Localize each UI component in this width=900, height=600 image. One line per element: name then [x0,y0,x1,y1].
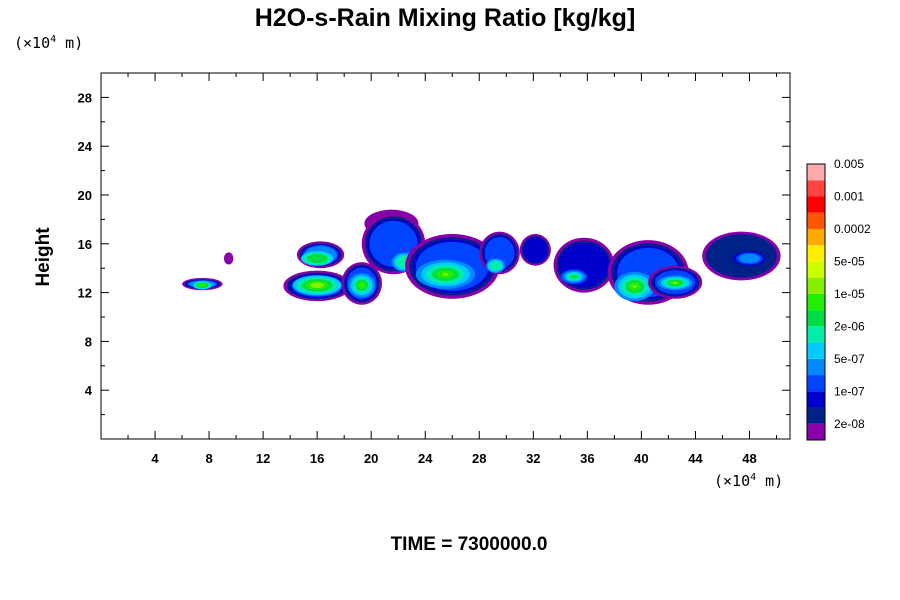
x-axis-units: (×104 m) [714,472,783,490]
colorbar-label: 0.0002 [834,222,871,236]
cell-core-contour [739,253,760,264]
colorbar-swatch [807,261,825,278]
y-tick-label: 24 [78,139,93,154]
cell-core-contour [197,283,207,288]
y-tick-label: 20 [78,188,92,203]
x-tick-label: 20 [364,451,378,466]
x-tick-label: 48 [742,451,756,466]
colorbar: 2e-08 1e-07 5e-07 2e-06 1e-05 5e-05 0.0002 0.00… [806,157,871,441]
colorbar-swatch [807,180,825,197]
y-axis-label: Height [33,227,54,287]
cell-core-contour [489,261,502,271]
cell-core-contour [306,253,328,264]
y-axis: 4 8 12 16 20 24 28 [78,72,790,416]
cell-core-contour [442,272,449,276]
x-tick-label: 40 [634,451,648,466]
colorbar-label: 0.005 [834,157,864,171]
rain-cell-11 [553,237,615,293]
colorbar-swatch [807,326,825,343]
x-tick-label: 16 [310,451,324,466]
colorbar-swatch [807,407,825,424]
colorbar-swatch [807,245,825,262]
rain-cell-13 [648,265,703,299]
cell-core-contour [673,281,677,284]
x-tick-label: 12 [256,451,270,466]
x-tick-label: 44 [688,451,703,466]
colorbar-swatch [807,375,825,392]
colorbar-swatch [807,310,825,327]
rain-cell-4 [283,270,351,302]
colorbar-swatch [807,358,825,376]
colorbar-swatch [807,164,825,181]
rain-cell-8 [404,234,500,299]
chart-title: H2O-s-Rain Mixing Ratio [kg/kg] [255,4,636,32]
rain-cell-9 [479,231,520,275]
rain-cell-3 [296,241,345,269]
colorbar-label: 0.001 [834,189,864,203]
cell-core-contour [310,282,324,289]
colorbar-swatch [807,212,825,229]
cell-core-contour [357,281,366,289]
x-tick-label: 32 [526,451,540,466]
colorbar-label: 1e-05 [834,287,865,301]
x-axis: 4 8 12 16 20 24 28 32 36 40 44 48 [127,73,777,466]
y-tick-label: 8 [85,334,92,349]
colorbar-label: 1e-07 [834,384,865,398]
x-tick-label: 4 [151,451,159,466]
cell-contour [522,237,548,263]
cell-core-contour [632,285,637,288]
cell-contour [223,252,234,265]
colorbar-swatch [807,423,825,440]
colorbar-swatch [807,277,825,294]
colorbar-swatch [807,342,825,359]
rain-cell-14 [702,231,781,281]
y-tick-label: 12 [78,286,92,301]
cell-core-contour [570,274,578,279]
plot-frame [100,72,791,440]
colorbar-label: 2e-08 [834,417,865,431]
y-tick-label: 28 [78,90,92,105]
rain-cell-5 [341,262,383,305]
colorbar-label: 2e-06 [834,319,865,333]
y-tick-label: 4 [85,383,93,398]
y-tick-label: 16 [78,237,92,252]
rain-cell-2 [223,252,234,265]
x-tick-label: 28 [472,451,486,466]
colorbar-swatch [807,228,825,246]
colorbar-frame [806,163,826,441]
rain-cell-1 [182,277,223,291]
rain-cell-10 [519,234,551,266]
colorbar-swatch [807,293,825,311]
x-tick-label: 8 [205,451,212,466]
x-tick-label: 36 [580,451,594,466]
x-tick-label: 24 [418,451,433,466]
colorbar-label: 5e-05 [834,254,865,268]
time-label: TIME = 7300000.0 [391,534,548,555]
y-axis-units: (×104 m) [14,34,83,52]
colorbar-swatch [807,391,825,408]
data-field [182,209,781,305]
colorbar-label: 5e-07 [834,352,865,366]
colorbar-swatch [807,196,825,213]
